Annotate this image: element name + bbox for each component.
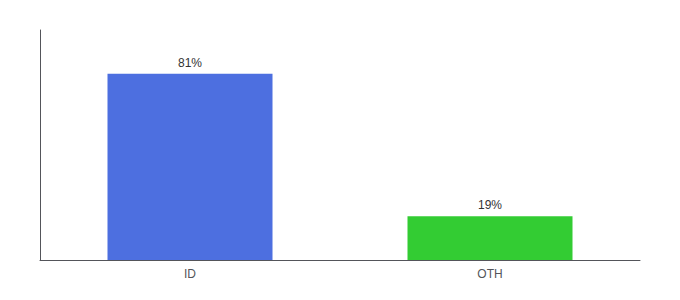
svg-text:81%: 81% (178, 56, 202, 70)
svg-text:19%: 19% (478, 198, 502, 212)
svg-text:OTH: OTH (477, 267, 502, 281)
svg-text:ID: ID (184, 267, 196, 281)
